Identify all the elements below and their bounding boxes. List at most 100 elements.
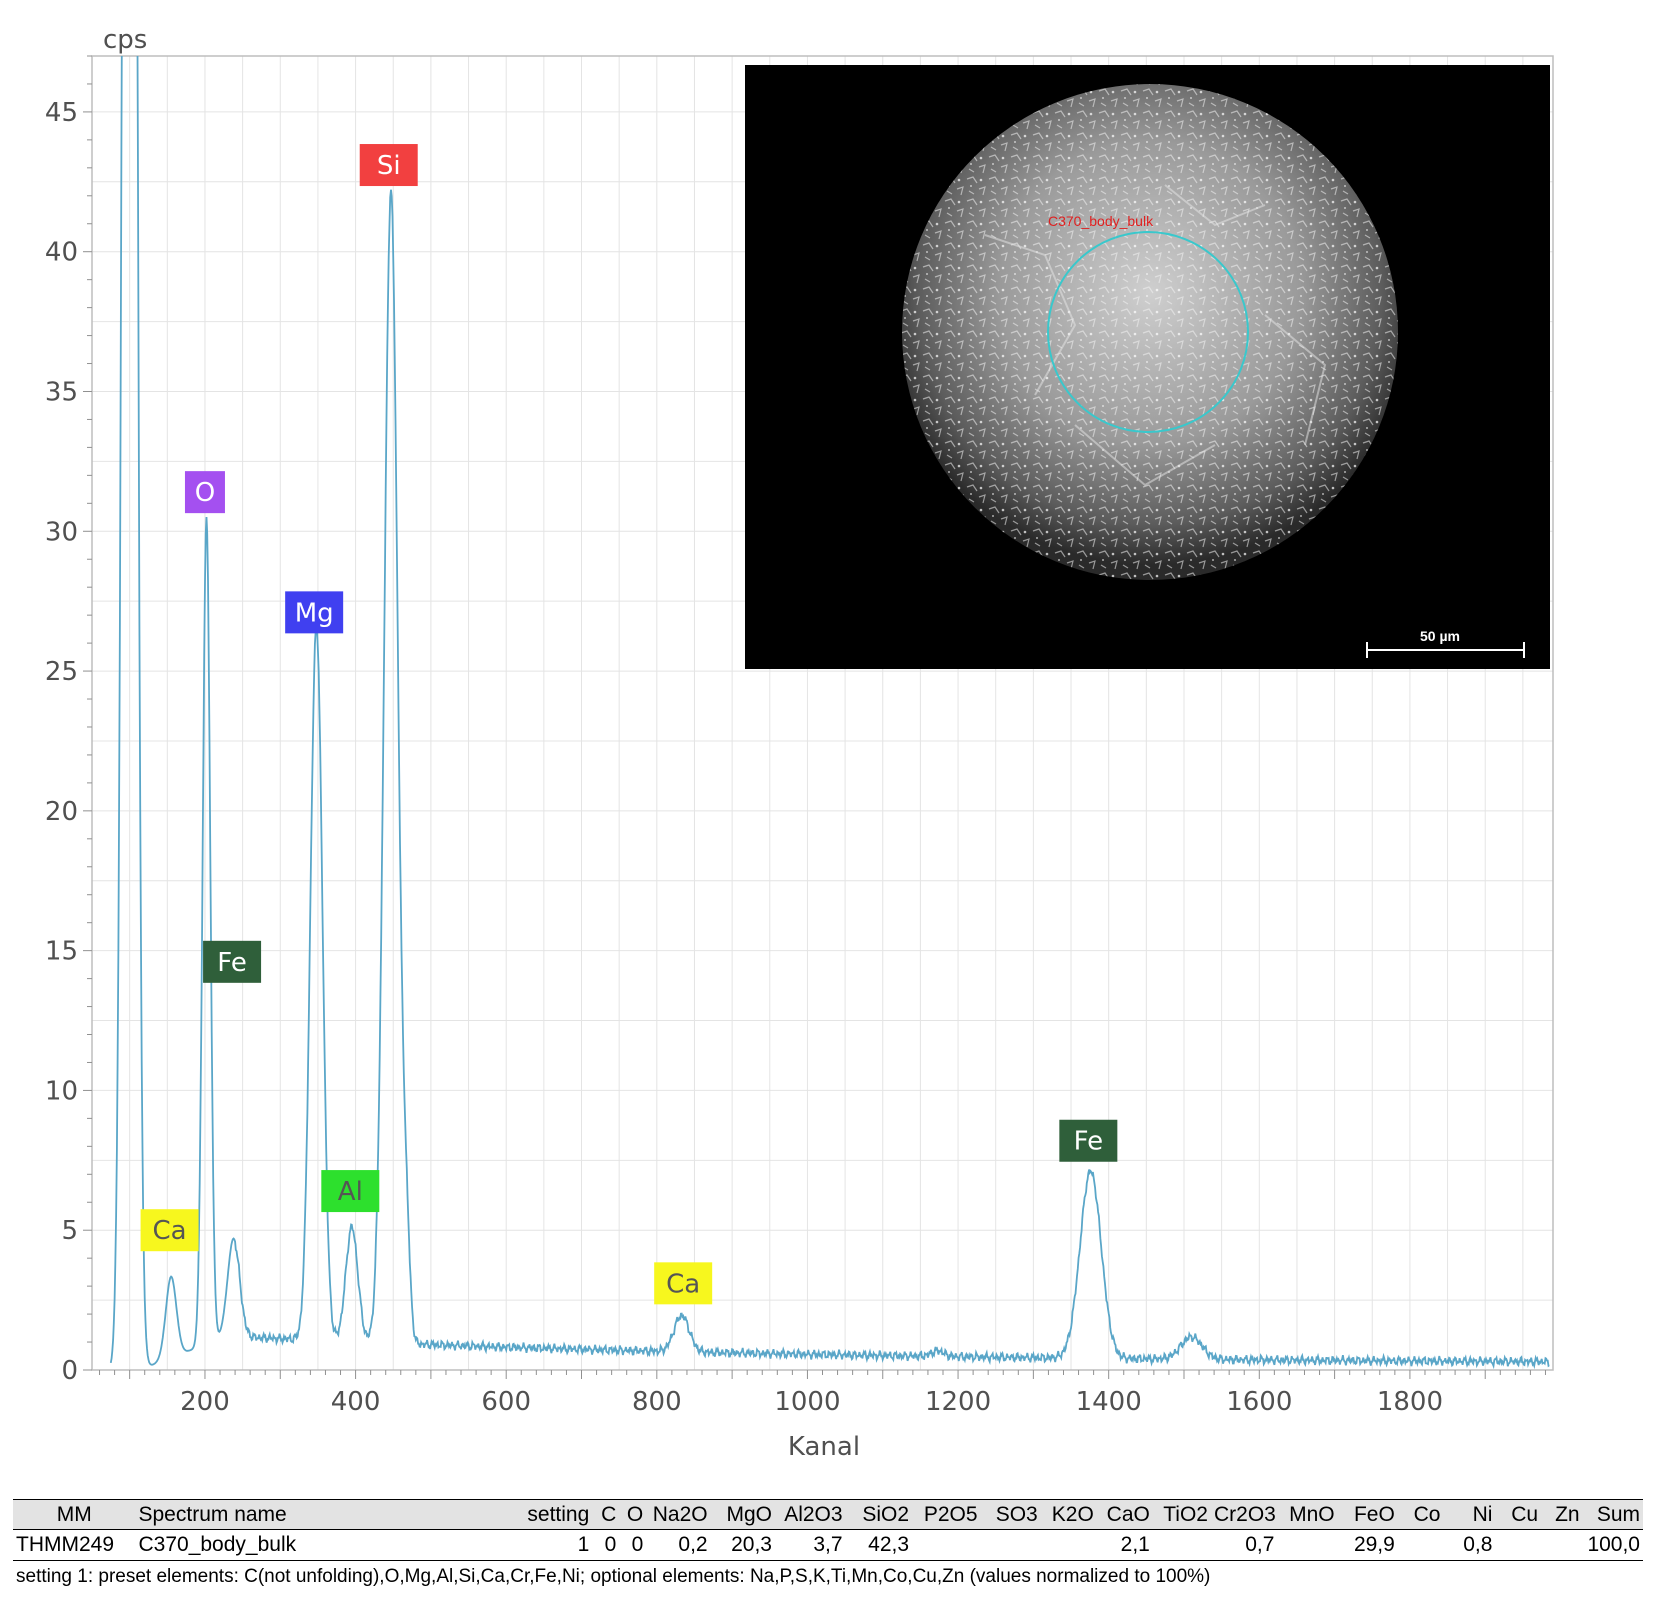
table-cell [1040,1529,1097,1561]
peak-label-box [359,144,418,187]
table-cell: 0,2 [646,1529,711,1561]
table-cell [1495,1529,1542,1561]
y-tick-label: 0 [61,1356,78,1386]
table-cell [1277,1529,1338,1561]
y-tick-label: 35 [45,377,78,407]
table-row: THMM249 C370_body_bulk 1 0 0 0,2 20,3 3,7 42,3 2,… [13,1529,1643,1561]
peak-label-al: Al [321,1170,380,1213]
peak-label-o: O [184,471,225,514]
table-header-cell: TiO2 [1152,1499,1211,1530]
peak-label-box [140,1209,199,1252]
y-tick-label: 10 [45,1076,78,1106]
x-tick-label: 800 [632,1387,682,1417]
x-tick-label: 1000 [774,1387,840,1417]
peak-label-text: Fe [217,948,247,978]
y-tick-label: 30 [45,517,78,547]
peak-label-box [184,471,225,514]
peak-label-ca: Ca [140,1209,199,1252]
table-header-cell: C [592,1499,620,1530]
table-header-cell: Co [1397,1499,1444,1530]
peak-label-mg: Mg [285,591,344,634]
table-header-cell: MM [13,1499,136,1530]
x-tick-label: 400 [331,1387,381,1417]
table-header-cell: Ni [1443,1499,1496,1530]
spectrum-chart: 200 400 600 800 1000 1200 1400 1600 1800 0 5 10 15 20… [45,25,1554,1462]
table-cell: 42,3 [845,1529,913,1561]
spectrum-line [109,56,1550,1370]
scale-bar-label: 50 µm [1420,628,1460,644]
peak-label-si: Si [359,144,418,187]
table-cell: C370_body_bulk [135,1529,516,1561]
x-tick-label: 600 [481,1387,531,1417]
table-header-cell: Sum [1582,1499,1643,1530]
table-cell: 0 [619,1529,647,1561]
x-tick-label: 1600 [1226,1387,1292,1417]
table-cell: 100,0 [1582,1529,1643,1561]
peak-labels: Si O Mg Fe Ca Al Ca Fe [140,144,1118,1305]
table-header-cell: Cr2O3 [1210,1499,1278,1530]
table-header-cell: Na2O [646,1499,711,1530]
y-tick-label: 20 [45,797,78,827]
table-header-cell: CaO [1096,1499,1153,1530]
x-tick-label: 1400 [1076,1387,1142,1417]
x-axis-label: Kanal [788,1432,860,1462]
table-header-cell: O [619,1499,647,1530]
table-cell [1397,1529,1444,1561]
sem-image-inset: C370_body_bulk 50 µm [745,65,1550,669]
table-cell: 1 [515,1529,593,1561]
peak-label-box [203,940,262,983]
table-header-cell: Cu [1495,1499,1542,1530]
peak-label-text: Al [338,1177,363,1207]
peak-label-text: Mg [295,598,334,628]
table-header-cell: FeO [1337,1499,1398,1530]
table-cell [912,1529,981,1561]
peak-label-text: Si [377,151,401,181]
table-header-row: MM Spectrum name setting C O Na2O MgO Al2O3 SiO2… [13,1499,1643,1530]
peak-label-text: Ca [153,1216,187,1246]
x-tick-label: 1200 [925,1387,991,1417]
y-tick-label: 25 [45,657,78,687]
roi-label: C370_body_bulk [1048,213,1154,229]
table-cell [1152,1529,1211,1561]
peak-label-box [285,591,344,634]
table-cell: 0 [592,1529,620,1561]
table-cell [1541,1529,1583,1561]
y-tick-label: 40 [45,238,78,268]
table-cell: 0,8 [1443,1529,1496,1561]
peak-label-text: Ca [666,1269,700,1299]
peak-label-text: O [195,478,215,508]
y-axis-label: cps [103,25,147,55]
peak-label-text: Fe [1074,1127,1104,1157]
peak-label-box [654,1262,713,1305]
peak-label-fe: Fe [1059,1119,1118,1162]
y-tick-label: 45 [45,98,78,128]
table-header-cell: MgO [710,1499,775,1530]
chart-axes: 200 400 600 800 1000 1200 1400 1600 1800 0 5 10 15 20… [45,55,1554,1417]
table-header-cell: K2O [1040,1499,1097,1530]
x-tick-label: 1800 [1377,1387,1443,1417]
spectrum-series [109,56,1550,1370]
table-cell: 29,9 [1337,1529,1398,1561]
table-header-cell: Zn [1541,1499,1583,1530]
table-cell: THMM249 [13,1529,136,1561]
table-cell: 3,7 [774,1529,846,1561]
roi-circle [1047,231,1249,433]
table-header-cell: Spectrum name [135,1499,516,1530]
table-header-cell: SO3 [980,1499,1041,1530]
table-cell: 2,1 [1096,1529,1153,1561]
footnote: setting 1: preset elements: C(not unfold… [16,1566,1211,1587]
results-table: MM Spectrum name setting C O Na2O MgO Al2O3 SiO2… [13,1499,1643,1561]
y-tick-label: 5 [61,1216,78,1246]
y-tick-label: 15 [45,937,78,967]
table-cell: 0,7 [1210,1529,1278,1561]
table-header-cell: SiO2 [845,1499,913,1530]
table-cell: 20,3 [710,1529,775,1561]
peak-label-fe: Fe [203,940,262,983]
table-header-cell: P2O5 [912,1499,981,1530]
peak-label-ca: Ca [654,1262,713,1305]
x-tick-label: 200 [180,1387,230,1417]
table-header-cell: MnO [1277,1499,1338,1530]
table-header-cell: Al2O3 [774,1499,846,1530]
peak-label-box [321,1170,380,1213]
table-header-cell: setting [515,1499,593,1530]
